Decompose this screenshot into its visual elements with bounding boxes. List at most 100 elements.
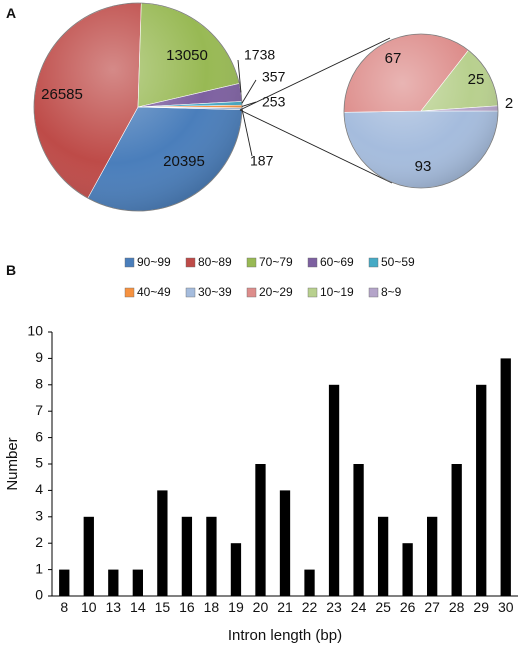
panel-a-label: A: [6, 5, 16, 21]
main-pie-label-50-59: 357: [262, 69, 286, 85]
x-tick-label: 24: [351, 599, 367, 615]
y-axis-title: Number: [4, 437, 21, 490]
x-tick-label: 22: [302, 599, 318, 615]
bar-25: [377, 516, 389, 596]
legend-label-10-19: 10~19: [320, 285, 354, 299]
breakout-pie-label-8-9: 2: [505, 95, 513, 112]
breakout-connector-top: [239, 37, 391, 111]
bar-19: [230, 543, 242, 596]
x-tick-label: 26: [400, 599, 416, 615]
x-tick-label: 25: [375, 599, 391, 615]
legend-label-20-29: 20~29: [259, 285, 293, 299]
x-tick-label: 20: [253, 599, 269, 615]
bar-22: [304, 569, 315, 596]
bar-10: [83, 516, 94, 596]
bar-28: [451, 464, 462, 596]
x-tick-label: 29: [473, 599, 489, 615]
y-tick-label: 8: [35, 376, 43, 392]
main-pie-label-80-89: 26585: [41, 86, 83, 103]
breakout-pie-outline: [343, 33, 499, 189]
legend: 90~99 80~89 70~79 60~69 50~59 40~49 30~39 20~29…: [124, 255, 415, 299]
bar-26: [402, 543, 413, 596]
legend-label-60-69: 60~69: [320, 255, 354, 269]
legend-swatch-20-29: [246, 287, 257, 298]
y-tick-label: 7: [35, 402, 43, 418]
legend-label-30-39: 30~39: [198, 285, 232, 299]
leader-line-60-69: [237, 59, 242, 93]
y-tick-label: 3: [35, 508, 43, 524]
bar-8: [59, 569, 70, 596]
breakout-connector-bottom: [239, 109, 393, 184]
bar-29: [476, 384, 487, 596]
legend-swatch-60-69: [307, 257, 318, 268]
legend-label-70-79: 70~79: [259, 255, 293, 269]
legend-swatch-10-19: [307, 287, 318, 298]
x-tick-label: 8: [60, 599, 68, 615]
x-tick-label: 16: [179, 599, 195, 615]
y-tick-label: 2: [35, 534, 43, 550]
legend-label-90-99: 90~99: [137, 255, 171, 269]
main-pie-outline: [33, 2, 243, 212]
leader-line-40-49: [241, 101, 257, 107]
bar-20: [255, 464, 266, 596]
x-tick-label: 18: [204, 599, 220, 615]
x-axis-title: Intron length (bp): [228, 627, 342, 644]
breakout-pie-label-20-29: 67: [385, 50, 402, 67]
main-pie-label-60-69: 1738: [244, 47, 275, 63]
y-tick-label: 0: [35, 587, 43, 603]
legend-swatch-30-39: [185, 287, 196, 298]
bar-21: [279, 490, 291, 596]
x-tick-label: 28: [449, 599, 465, 615]
legend-swatch-70-79: [246, 257, 257, 268]
main-pie-label-90-99: 20395: [163, 153, 205, 170]
y-tick-label: 10: [27, 323, 43, 339]
x-tick-label: 14: [130, 599, 146, 615]
y-tick-label: 5: [35, 455, 43, 471]
x-tick-label: 23: [326, 599, 342, 615]
legend-swatch-8-9: [368, 287, 379, 298]
main-pie-chart: 20395 26585 13050 1738 357 253 187: [33, 2, 286, 212]
breakout-pie-label-10-19: 25: [468, 71, 485, 88]
legend-label-50-59: 50~59: [381, 255, 415, 269]
y-tick-label: 1: [35, 560, 43, 576]
x-tick-label: 13: [106, 599, 122, 615]
bar-23: [328, 384, 340, 596]
breakout-pie-chart: 93 67 25 2: [343, 33, 513, 189]
x-tick-label: 21: [277, 599, 293, 615]
x-tick-label: 27: [424, 599, 440, 615]
bar-24: [353, 464, 364, 596]
legend-label-80-89: 80~89: [198, 255, 232, 269]
bar-18: [206, 516, 217, 596]
leader-line-30-39: [241, 108, 253, 157]
bar-27: [427, 516, 438, 596]
main-pie-shading: [34, 3, 242, 211]
y-tick-label: 9: [35, 349, 43, 365]
legend-swatch-90-99: [124, 257, 135, 268]
legend-swatch-80-89: [185, 257, 196, 268]
panel-b-label: B: [6, 262, 16, 278]
leader-line-50-59: [241, 79, 257, 104]
bar-13: [108, 569, 119, 596]
bar-16: [181, 516, 193, 596]
main-pie-label-30-39: 187: [250, 153, 274, 169]
x-tick-label: 10: [81, 599, 97, 615]
bar-15: [157, 490, 168, 596]
breakout-pie-shading: [344, 34, 498, 188]
x-tick-label: 15: [155, 599, 171, 615]
bar-14: [132, 569, 143, 596]
y-tick-label: 4: [35, 481, 43, 497]
legend-swatch-50-59: [368, 257, 379, 268]
legend-swatch-40-49: [124, 287, 135, 298]
x-tick-label: 19: [228, 599, 244, 615]
legend-label-40-49: 40~49: [137, 285, 171, 299]
x-tick-label: 30: [498, 599, 514, 615]
y-tick-label: 6: [35, 428, 43, 444]
breakout-pie-label-30-39: 93: [415, 158, 432, 175]
breakout-connectors: [237, 37, 393, 184]
legend-label-8-9: 8~9: [381, 285, 402, 299]
bar-30: [500, 358, 511, 596]
main-pie-label-40-49: 253: [262, 94, 286, 110]
main-pie-label-70-79: 13050: [166, 47, 208, 64]
